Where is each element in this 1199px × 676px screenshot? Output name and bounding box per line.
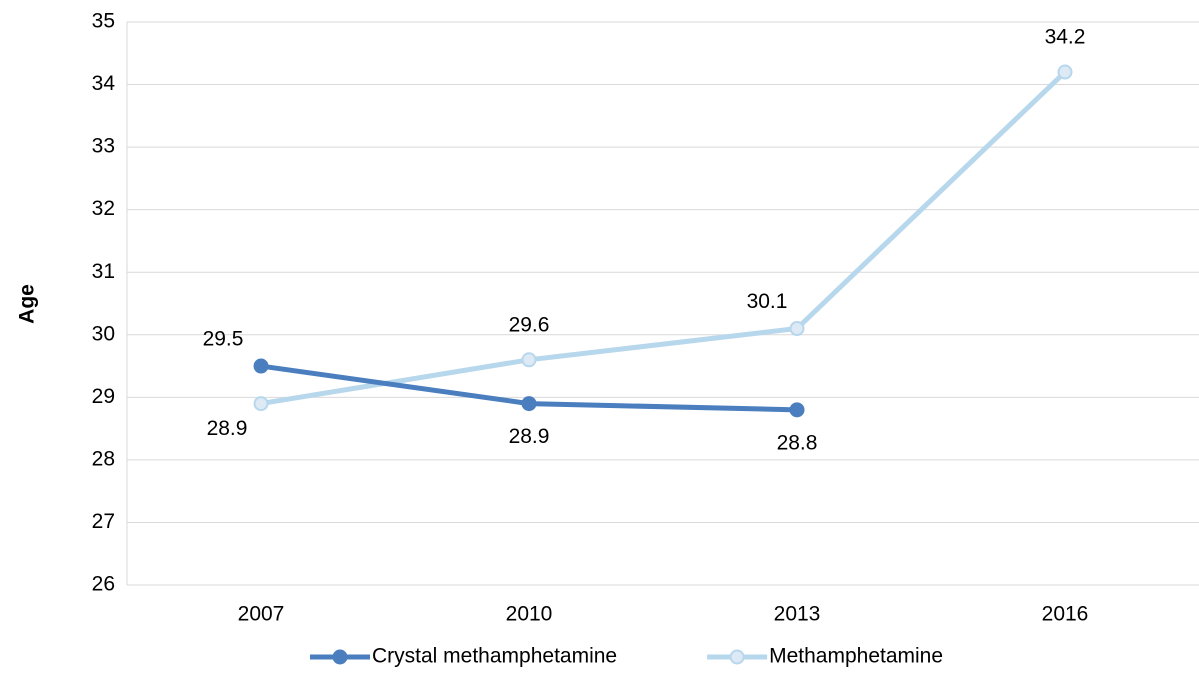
- data-label: 28.8: [777, 431, 818, 454]
- marker: [789, 402, 805, 418]
- marker: [789, 321, 805, 337]
- y-tick-label: 32: [92, 197, 115, 220]
- x-tick-label: 2010: [506, 603, 553, 626]
- legend-marker: [729, 649, 745, 665]
- y-axis-label: Age: [16, 284, 39, 324]
- y-tick-label: 26: [92, 573, 115, 596]
- marker: [253, 396, 269, 412]
- y-tick-label: 30: [92, 322, 115, 345]
- data-label: 34.2: [1045, 26, 1086, 49]
- marker: [253, 358, 269, 374]
- y-tick-label: 29: [92, 385, 115, 408]
- legend-marker: [332, 649, 348, 665]
- data-label: 30.1: [747, 290, 788, 313]
- marker: [521, 352, 537, 368]
- marker: [521, 396, 537, 412]
- series-line: [260, 70, 1067, 407]
- y-tick-label: 28: [92, 447, 115, 470]
- y-tick-label: 33: [92, 135, 115, 158]
- x-tick-label: 2013: [774, 603, 821, 626]
- legend-label: Crystal methamphetamine: [372, 645, 617, 668]
- data-label: 28.9: [207, 417, 248, 440]
- x-tick-label: 2016: [1042, 603, 1089, 626]
- y-tick-label: 35: [92, 10, 115, 33]
- marker: [1057, 64, 1073, 80]
- x-tick-label: 2007: [238, 603, 285, 626]
- y-tick-label: 34: [92, 72, 116, 95]
- data-label: 29.5: [203, 328, 244, 351]
- legend-label: Methamphetamine: [769, 645, 943, 668]
- data-label: 28.9: [509, 425, 550, 448]
- data-label: 29.6: [509, 313, 550, 336]
- y-tick-label: 31: [92, 260, 115, 283]
- y-tick-label: 27: [92, 510, 115, 533]
